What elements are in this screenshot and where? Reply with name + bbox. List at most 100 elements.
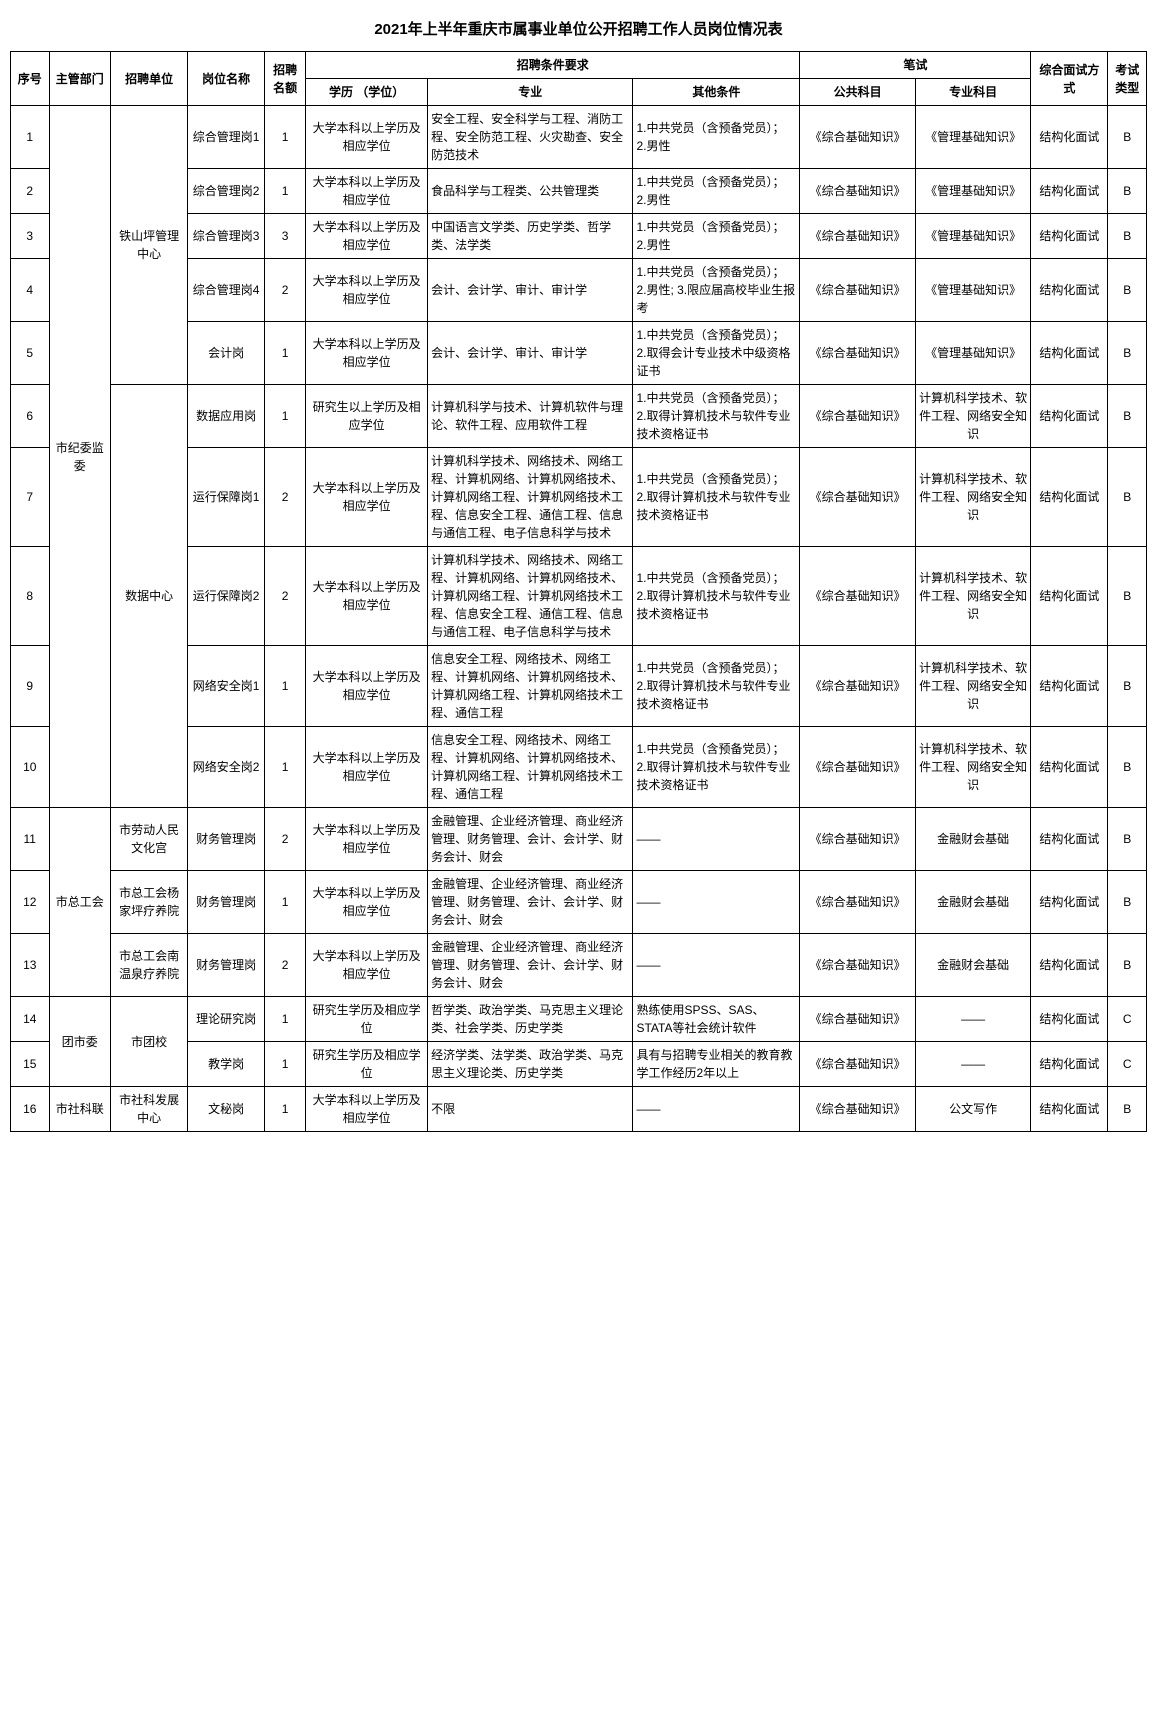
cell-major: 食品科学与工程类、公共管理类 [428,169,633,214]
cell-sub2: 计算机科学技术、软件工程、网络安全知识 [915,646,1031,727]
cell-sub1: 《综合基础知识》 [800,448,916,547]
cell-intv: 结构化面试 [1031,214,1108,259]
cell-seq: 6 [11,385,50,448]
cell-sub2: —— [915,997,1031,1042]
cell-sub1: 《综合基础知识》 [800,547,916,646]
cell-quota: 1 [265,106,306,169]
cell-seq: 11 [11,808,50,871]
header-sub2: 专业科目 [915,79,1031,106]
header-unit: 招聘单位 [111,52,188,106]
cell-post: 会计岗 [188,322,265,385]
cell-other: —— [633,1087,800,1132]
cell-intv: 结构化面试 [1031,1042,1108,1087]
cell-edu: 大学本科以上学历及相应学位 [306,727,428,808]
cell-sub1: 《综合基础知识》 [800,1042,916,1087]
cell-type: B [1108,808,1147,871]
cell-quota: 2 [265,448,306,547]
cell-seq: 1 [11,106,50,169]
cell-type: C [1108,997,1147,1042]
cell-sub2: 公文写作 [915,1087,1031,1132]
cell-seq: 13 [11,934,50,997]
cell-major: 金融管理、企业经济管理、商业经济管理、财务管理、会计、会计学、财务会计、财会 [428,871,633,934]
cell-type: B [1108,385,1147,448]
cell-sub2: —— [915,1042,1031,1087]
cell-other: 1.中共党员（含预备党员）； 2.男性 [633,214,800,259]
cell-edu: 大学本科以上学历及相应学位 [306,547,428,646]
cell-edu: 大学本科以上学历及相应学位 [306,106,428,169]
cell-quota: 1 [265,997,306,1042]
cell-seq: 7 [11,448,50,547]
cell-edu: 研究生学历及相应学位 [306,997,428,1042]
cell-other: 熟练使用SPSS、SAS、STATA等社会统计软件 [633,997,800,1042]
header-major: 专业 [428,79,633,106]
table-row: 12市总工会杨家坪疗养院财务管理岗1大学本科以上学历及相应学位金融管理、企业经济… [11,871,1147,934]
cell-other: 1.中共党员（含预备党员）； 2.取得计算机技术与软件专业技术资格证书 [633,727,800,808]
table-row: 16市社科联市社科发展中心文秘岗1大学本科以上学历及相应学位不限——《综合基础知… [11,1087,1147,1132]
cell-type: B [1108,448,1147,547]
cell-seq: 14 [11,997,50,1042]
cell-intv: 结构化面试 [1031,385,1108,448]
table-row: 13市总工会南温泉疗养院财务管理岗2大学本科以上学历及相应学位金融管理、企业经济… [11,934,1147,997]
cell-post: 网络安全岗2 [188,727,265,808]
cell-post: 财务管理岗 [188,808,265,871]
cell-quota: 2 [265,934,306,997]
cell-intv: 结构化面试 [1031,322,1108,385]
cell-edu: 大学本科以上学历及相应学位 [306,448,428,547]
cell-seq: 12 [11,871,50,934]
cell-other: 具有与招聘专业相关的教育教学工作经历2年以上 [633,1042,800,1087]
cell-sub2: 计算机科学技术、软件工程、网络安全知识 [915,448,1031,547]
cell-sub2: 《管理基础知识》 [915,169,1031,214]
cell-major: 计算机科学与技术、计算机软件与理论、软件工程、应用软件工程 [428,385,633,448]
cell-major: 会计、会计学、审计、审计学 [428,322,633,385]
header-other: 其他条件 [633,79,800,106]
cell-other: —— [633,871,800,934]
cell-major: 信息安全工程、网络技术、网络工程、计算机网络、计算机网络技术、计算机网络工程、计… [428,646,633,727]
cell-sub1: 《综合基础知识》 [800,169,916,214]
cell-edu: 大学本科以上学历及相应学位 [306,646,428,727]
cell-sub1: 《综合基础知识》 [800,646,916,727]
cell-other: 1.中共党员（含预备党员）； 2.取得计算机技术与软件专业技术资格证书 [633,547,800,646]
cell-quota: 1 [265,322,306,385]
cell-unit: 市总工会杨家坪疗养院 [111,871,188,934]
cell-post: 财务管理岗 [188,934,265,997]
cell-other: 1.中共党员（含预备党员）； 2.男性; 3.限应届高校毕业生报考 [633,259,800,322]
cell-edu: 大学本科以上学历及相应学位 [306,259,428,322]
cell-sub2: 《管理基础知识》 [915,259,1031,322]
cell-intv: 结构化面试 [1031,106,1108,169]
cell-quota: 1 [265,871,306,934]
cell-type: B [1108,1087,1147,1132]
table-row: 14团市委市团校理论研究岗1研究生学历及相应学位哲学类、政治学类、马克思主义理论… [11,997,1147,1042]
cell-major: 安全工程、安全科学与工程、消防工程、安全防范工程、火灾勘查、安全防范技术 [428,106,633,169]
cell-post: 文秘岗 [188,1087,265,1132]
cell-major: 会计、会计学、审计、审计学 [428,259,633,322]
cell-seq: 9 [11,646,50,727]
cell-quota: 1 [265,385,306,448]
table-body: 1市纪委监委铁山坪管理中心综合管理岗11大学本科以上学历及相应学位安全工程、安全… [11,106,1147,1132]
cell-major: 不限 [428,1087,633,1132]
header-seq: 序号 [11,52,50,106]
cell-intv: 结构化面试 [1031,934,1108,997]
cell-quota: 1 [265,1087,306,1132]
cell-edu: 大学本科以上学历及相应学位 [306,1087,428,1132]
cell-seq: 5 [11,322,50,385]
cell-sub1: 《综合基础知识》 [800,1087,916,1132]
cell-sub2: 金融财会基础 [915,871,1031,934]
cell-other: 1.中共党员（含预备党员）； 2.取得计算机技术与软件专业技术资格证书 [633,385,800,448]
cell-sub2: 金融财会基础 [915,934,1031,997]
cell-major: 中国语言文学类、历史学类、哲学类、法学类 [428,214,633,259]
cell-other: —— [633,934,800,997]
cell-intv: 结构化面试 [1031,448,1108,547]
table-row: 11市总工会市劳动人民文化宫财务管理岗2大学本科以上学历及相应学位金融管理、企业… [11,808,1147,871]
cell-sub1: 《综合基础知识》 [800,322,916,385]
cell-other: 1.中共党员（含预备党员）； 2.取得会计专业技术中级资格证书 [633,322,800,385]
header-type: 考试类型 [1108,52,1147,106]
cell-seq: 10 [11,727,50,808]
cell-dept: 市总工会 [49,808,111,997]
cell-quota: 2 [265,547,306,646]
cell-sub2: 计算机科学技术、软件工程、网络安全知识 [915,385,1031,448]
cell-seq: 4 [11,259,50,322]
cell-sub2: 《管理基础知识》 [915,322,1031,385]
cell-type: B [1108,322,1147,385]
cell-sub1: 《综合基础知识》 [800,808,916,871]
cell-major: 金融管理、企业经济管理、商业经济管理、财务管理、会计、会计学、财务会计、财会 [428,808,633,871]
